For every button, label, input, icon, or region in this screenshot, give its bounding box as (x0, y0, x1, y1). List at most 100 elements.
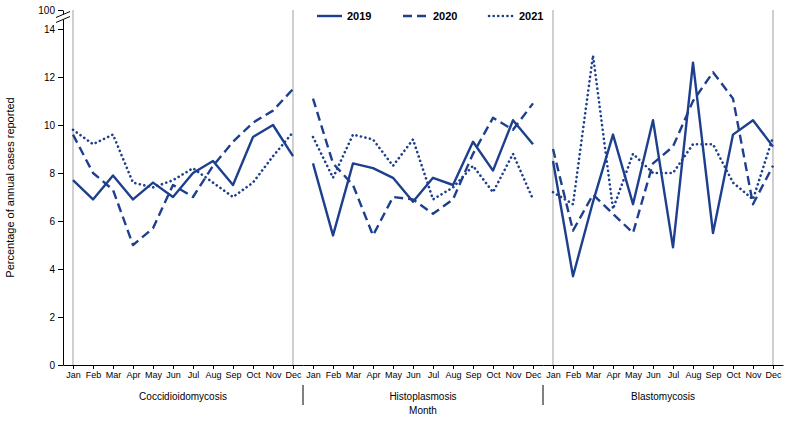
x-tick: Jul (188, 365, 200, 380)
y-tick-mark (58, 317, 63, 318)
series-line (313, 99, 533, 236)
x-tick-label: Mar (346, 370, 362, 380)
x-tick-label: Dec (285, 370, 302, 380)
y-tick-mark (58, 29, 63, 30)
x-tick-mark (113, 365, 114, 369)
x-axis-line (64, 365, 304, 366)
x-tick-mark (693, 365, 694, 369)
x-tick: Apr (606, 365, 620, 380)
x-tick-mark (153, 365, 154, 369)
chart: JanFebMarAprMayJunJulAugSepOctNovDecCocc… (0, 0, 800, 428)
series-line (313, 135, 533, 200)
x-tick: Jul (668, 365, 680, 380)
x-tick-label: Apr (606, 370, 620, 380)
series-line (553, 55, 773, 209)
x-tick-label: Aug (685, 370, 701, 380)
panel-separator (303, 385, 304, 405)
x-tick-mark (593, 365, 594, 369)
x-tick-label: Jul (188, 370, 200, 380)
x-tick-mark (533, 365, 534, 369)
panel-guide (552, 10, 553, 365)
y-axis: 02468101214100 (38, 5, 63, 371)
x-tick-mark (293, 365, 294, 369)
x-tick-mark (233, 365, 234, 369)
x-tick: Apr (126, 365, 140, 380)
x-tick: Dec (525, 365, 542, 380)
x-tick: Jun (166, 365, 181, 380)
x-tick-label: Nov (505, 370, 522, 380)
x-tick-mark (93, 365, 94, 369)
legend-label: 2020 (433, 10, 457, 22)
x-tick-mark (273, 365, 274, 369)
x-tick-mark (753, 365, 754, 369)
x-tick: Feb (566, 365, 582, 380)
x-axis-line (304, 365, 544, 366)
x-tick: Jul (428, 365, 440, 380)
x-tick-label: Apr (126, 370, 140, 380)
x-tick-mark (73, 365, 74, 369)
x-tick-label: Apr (366, 370, 380, 380)
y-tick-label: 4 (49, 264, 55, 275)
x-tick-mark (493, 365, 494, 369)
x-tick: Jun (646, 365, 661, 380)
x-tick: Feb (326, 365, 342, 380)
x-axis: JanFebMarAprMayJunJulAugSepOctNovDec (304, 365, 544, 380)
x-tick-label: Feb (326, 370, 342, 380)
x-tick-mark (413, 365, 414, 369)
x-tick-label: Jun (646, 370, 661, 380)
panel-title: Histoplasmosis (389, 391, 456, 402)
x-tick: Mar (106, 365, 122, 380)
x-tick-mark (653, 365, 654, 369)
y-tick: 0 (49, 360, 63, 371)
x-tick-mark (253, 365, 254, 369)
lines (73, 89, 293, 245)
x-tick: May (385, 365, 403, 380)
x-tick-mark (633, 365, 634, 369)
x-tick-mark (433, 365, 434, 369)
y-axis-title: Percentage of annual cases reported (4, 97, 16, 277)
x-axis: JanFebMarAprMayJunJulAugSepOctNovDec (544, 365, 784, 380)
x-tick-label: Jan (546, 370, 561, 380)
x-tick-label: Aug (205, 370, 221, 380)
y-tick-mark (58, 10, 63, 11)
panel-guide (772, 10, 773, 365)
x-tick-label: Jan (306, 370, 321, 380)
x-tick: Dec (765, 365, 782, 380)
x-tick-label: Feb (86, 370, 102, 380)
x-tick-mark (453, 365, 454, 369)
y-tick-label: 12 (44, 72, 56, 83)
x-tick-mark (373, 365, 374, 369)
x-tick-mark (393, 365, 394, 369)
x-tick-label: Jan (66, 370, 81, 380)
x-tick-label: Mar (106, 370, 122, 380)
panel-guide (292, 10, 293, 365)
x-tick: Jun (406, 365, 421, 380)
x-tick: Aug (445, 365, 461, 380)
x-tick-label: Feb (566, 370, 582, 380)
lines (553, 55, 773, 276)
y-tick-label: 8 (49, 168, 55, 179)
y-tick-mark (58, 125, 63, 126)
y-tick-mark (58, 173, 63, 174)
x-tick-label: Dec (525, 370, 542, 380)
x-tick-label: Dec (765, 370, 782, 380)
axis-break-mark (56, 17, 70, 23)
x-tick-label: May (385, 370, 403, 380)
x-tick: Jan (306, 365, 321, 380)
x-axis-title: Month (409, 405, 437, 416)
x-tick: May (625, 365, 643, 380)
x-tick-label: Aug (445, 370, 461, 380)
x-tick: Nov (505, 365, 522, 380)
x-tick-mark (733, 365, 734, 369)
x-tick-mark (133, 365, 134, 369)
x-tick-label: Oct (726, 370, 741, 380)
series-line (553, 63, 773, 277)
x-tick-label: Sep (705, 370, 721, 380)
panel-title: Blastomycosis (631, 391, 695, 402)
x-tick-label: Sep (225, 370, 241, 380)
x-tick-label: Jul (668, 370, 680, 380)
x-tick-mark (353, 365, 354, 369)
x-tick: Oct (486, 365, 501, 380)
x-tick: Oct (726, 365, 741, 380)
x-tick-label: Nov (745, 370, 762, 380)
